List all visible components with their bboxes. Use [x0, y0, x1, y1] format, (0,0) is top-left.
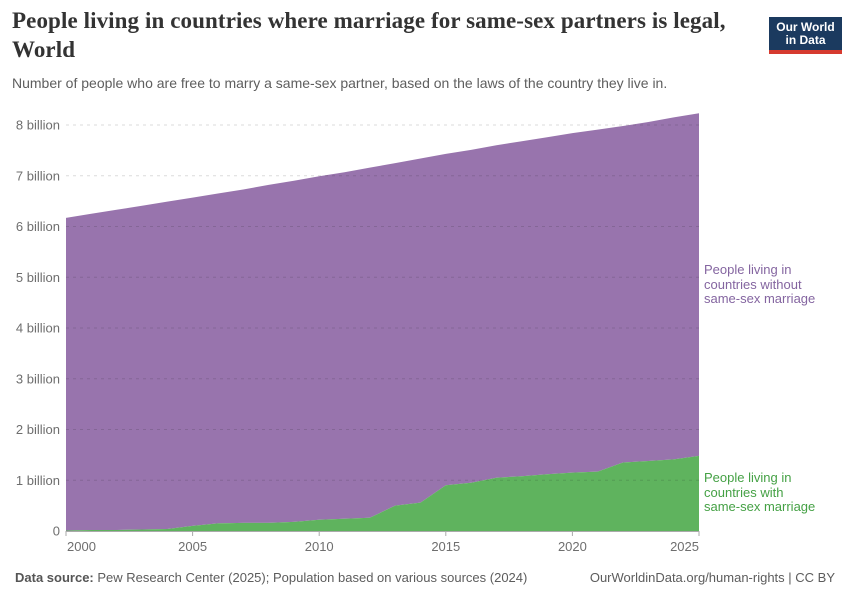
y-axis-label: 6 billion: [16, 219, 60, 234]
series-label-line: People living in: [704, 262, 792, 277]
series-label-without-same-sex-marriage[interactable]: People living in countries without same-se…: [704, 262, 836, 307]
area-with-same-sex-marriage[interactable]: [66, 455, 699, 531]
series-label-line: People living in: [704, 470, 792, 485]
logo-line-2: in Data: [785, 33, 826, 47]
chart-subtitle: Number of people who are free to marry a…: [12, 75, 668, 91]
data-source-label: Data source:: [15, 570, 94, 585]
chart-footer: Data source: Pew Research Center (2025);…: [15, 570, 835, 586]
y-axis-label: 4 billion: [16, 321, 60, 336]
y-axis-label: 8 billion: [16, 118, 60, 133]
data-source-note: Data source: Pew Research Center (2025);…: [15, 570, 527, 586]
x-axis-label: 2020: [558, 539, 587, 554]
x-axis-label: 2025: [670, 539, 699, 554]
x-axis-label: 2000: [67, 539, 96, 554]
y-axis-label: 0: [53, 524, 60, 539]
series-label-line: same-sex marriage: [704, 499, 816, 514]
series-label-line: same-sex marriage: [704, 291, 816, 306]
series-label-line: countries without: [704, 276, 802, 292]
area-without-same-sex-marriage[interactable]: [66, 113, 699, 531]
y-axis-label: 3 billion: [16, 371, 60, 386]
data-source-text: Pew Research Center (2025); Population b…: [97, 570, 528, 585]
series-label-line: countries with: [704, 484, 784, 500]
owid-logo: Our World in Data: [769, 17, 842, 54]
series-label-with-same-sex-marriage[interactable]: People living in countries with same-sex m…: [704, 470, 836, 515]
x-axis-label: 2015: [431, 539, 460, 554]
y-axis-label: 5 billion: [16, 270, 60, 285]
y-axis-label: 1 billion: [16, 473, 60, 488]
logo-line-1: Our World: [776, 20, 835, 34]
x-axis-label: 2010: [305, 539, 334, 554]
page-title: People living in countries where marriag…: [12, 8, 726, 62]
y-axis-label: 2 billion: [16, 422, 60, 437]
license-link[interactable]: OurWorldinData.org/human-rights | CC BY: [589, 570, 835, 585]
x-axis-label: 2005: [178, 539, 207, 554]
y-axis-label: 7 billion: [16, 168, 60, 183]
